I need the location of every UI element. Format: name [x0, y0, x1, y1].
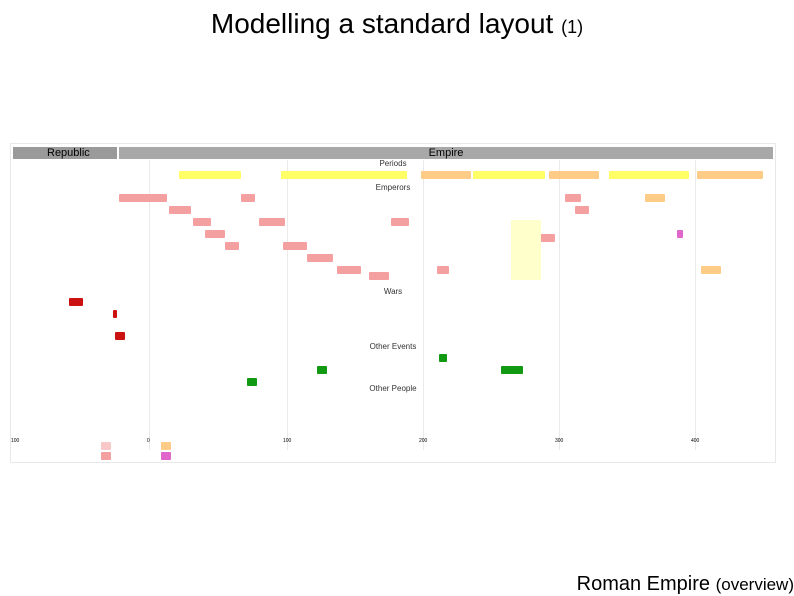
legend-swatch [161, 442, 171, 450]
emperor-bar [205, 230, 225, 238]
emperor-bar [259, 218, 285, 226]
axis-tick-label: 200 [419, 438, 428, 444]
slide-title: Modelling a standard layout (1) [0, 8, 794, 40]
slide-title-suffix: (1) [561, 17, 584, 37]
slide-title-main: Modelling a standard layout [210, 8, 554, 39]
roman-empire-timeline: Republic Empire Periods Emperors Wars Ot… [10, 143, 776, 463]
emperor-bar [575, 206, 589, 214]
grid-line [287, 160, 288, 450]
event-bar [317, 366, 327, 374]
period-bar [421, 171, 471, 179]
grid-line [149, 160, 150, 450]
period-bar [281, 171, 407, 179]
emperor-bar [169, 206, 191, 214]
period-bar [179, 171, 241, 179]
people-band-label: Other People [369, 384, 417, 393]
wars-band-label: Wars [383, 287, 403, 296]
legend-swatch [101, 442, 111, 450]
period-bar [549, 171, 599, 179]
emperor-bar [511, 220, 541, 280]
axis-tick-label: 0 [147, 438, 150, 444]
emperor-bar [701, 266, 721, 274]
emperor-bar [193, 218, 211, 226]
emperor-bar [241, 194, 255, 202]
axis-tick-label: 100 [11, 438, 20, 444]
period-bar [473, 171, 545, 179]
emperor-bar [535, 234, 555, 242]
legend-swatch [161, 452, 171, 460]
emperor-bar [677, 230, 683, 238]
grid-line [423, 160, 424, 450]
grid-line [559, 160, 560, 450]
events-band-label: Other Events [369, 342, 417, 351]
empire-label: Empire [428, 147, 464, 159]
periods-band-label: Periods [379, 159, 407, 168]
emperor-bar [391, 218, 409, 226]
grid-line [695, 160, 696, 450]
republic-header-bar: Republic [13, 147, 117, 159]
event-bar [501, 366, 523, 374]
empire-header-bar: Empire [119, 147, 773, 159]
period-bar [609, 171, 689, 179]
emperor-bar [369, 272, 389, 280]
emperor-bar [119, 194, 167, 202]
emperors-band-label: Emperors [375, 183, 411, 192]
event-bar [247, 378, 257, 386]
emperor-bar [337, 266, 361, 274]
emperor-bar [283, 242, 307, 250]
axis-tick-label: 100 [283, 438, 292, 444]
emperor-bar [437, 266, 449, 274]
war-bar [69, 298, 83, 306]
period-bar [697, 171, 763, 179]
war-bar [113, 310, 117, 318]
war-bar [115, 332, 125, 340]
event-bar [439, 354, 447, 362]
axis-tick-label: 300 [555, 438, 564, 444]
caption-suffix: (overview) [715, 575, 794, 594]
caption-main: Roman Empire [576, 573, 711, 595]
emperor-bar [225, 242, 239, 250]
legend-swatch [101, 452, 111, 460]
emperor-bar [565, 194, 581, 202]
emperor-bar [307, 254, 333, 262]
axis-tick-label: 400 [691, 438, 700, 444]
republic-label: Republic [47, 147, 90, 159]
slide-caption: Roman Empire (overview) [577, 573, 794, 596]
emperor-bar [645, 194, 665, 202]
